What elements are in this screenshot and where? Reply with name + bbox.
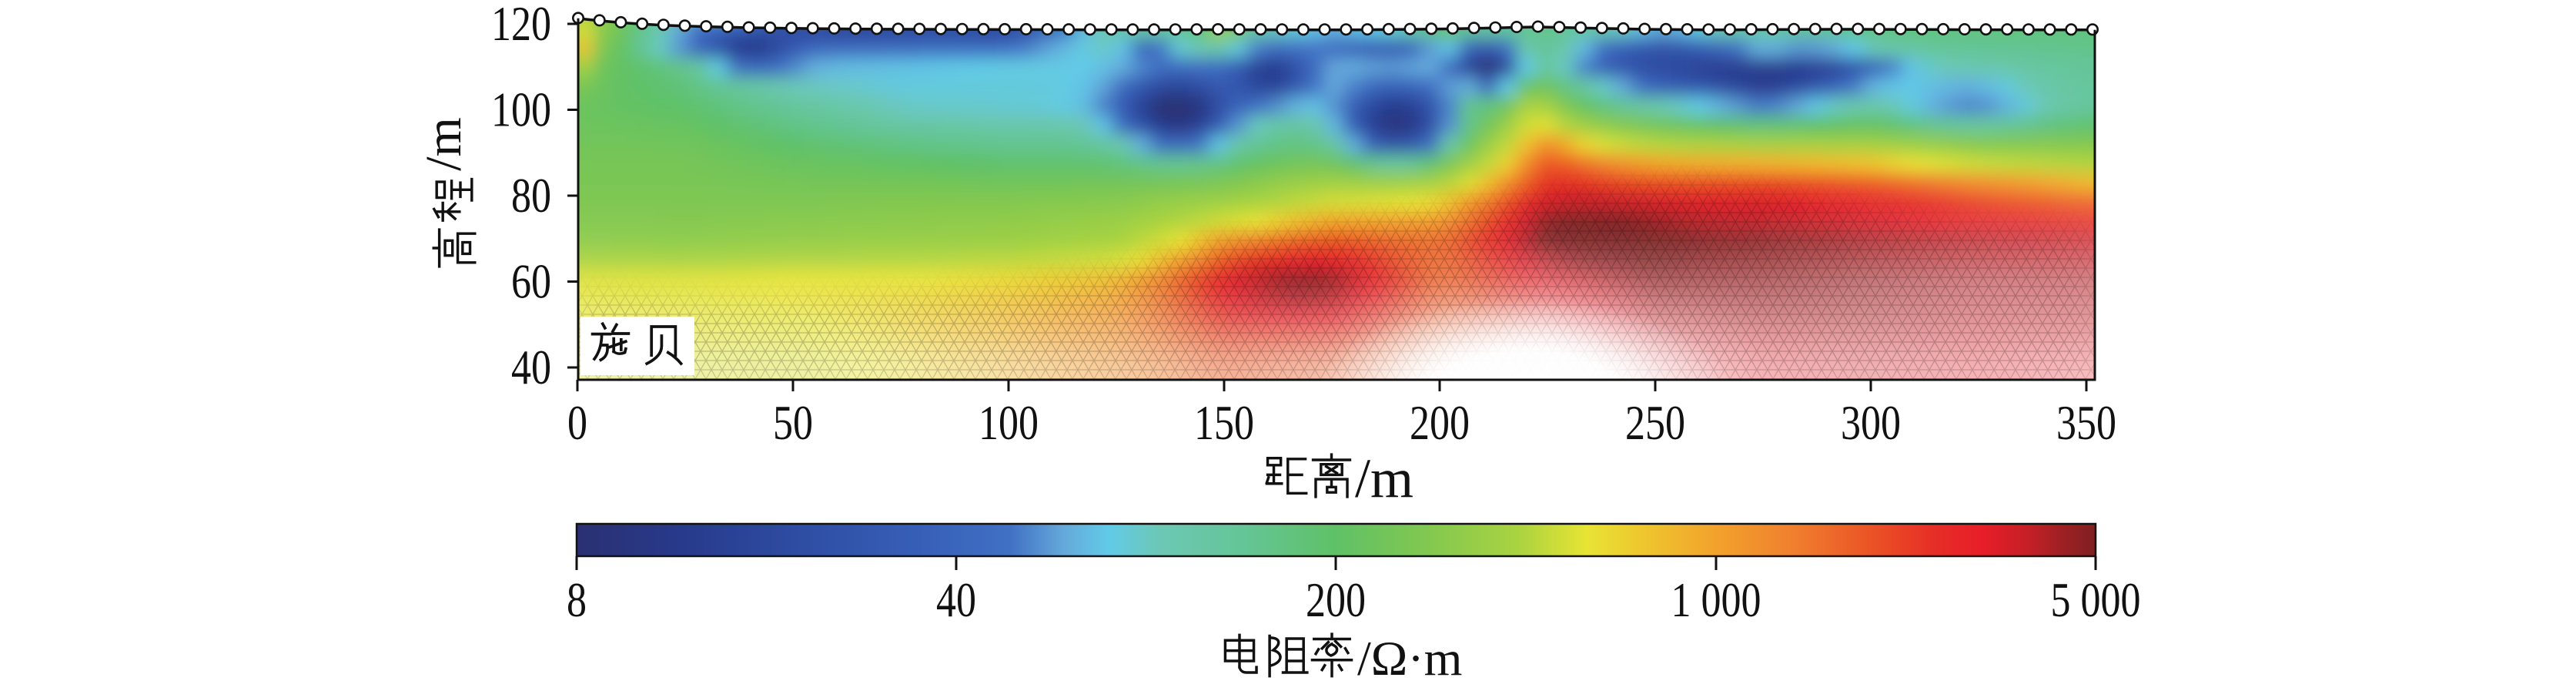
svg-text:80: 80 bbox=[511, 169, 551, 223]
svg-text:120: 120 bbox=[491, 0, 551, 51]
svg-text:/Ω·m: /Ω·m bbox=[1357, 631, 1462, 686]
svg-text:40: 40 bbox=[936, 573, 976, 627]
svg-text:350: 350 bbox=[2056, 396, 2116, 450]
svg-text:5 000: 5 000 bbox=[2051, 573, 2141, 627]
svg-text:40: 40 bbox=[511, 340, 551, 394]
svg-text:60: 60 bbox=[511, 255, 551, 309]
svg-text:50: 50 bbox=[773, 396, 813, 450]
svg-text:0: 0 bbox=[567, 396, 587, 450]
svg-text:200: 200 bbox=[1306, 573, 1366, 627]
svg-text:8: 8 bbox=[567, 573, 587, 627]
svg-text:250: 250 bbox=[1625, 396, 1685, 450]
svg-text:300: 300 bbox=[1841, 396, 1901, 450]
svg-text:/m: /m bbox=[416, 117, 472, 171]
svg-text:100: 100 bbox=[979, 396, 1039, 450]
svg-text:150: 150 bbox=[1194, 396, 1254, 450]
svg-text:100: 100 bbox=[491, 83, 551, 137]
svg-text:200: 200 bbox=[1410, 396, 1470, 450]
svg-text:1 000: 1 000 bbox=[1671, 573, 1761, 627]
svg-text:/m: /m bbox=[1355, 448, 1413, 509]
